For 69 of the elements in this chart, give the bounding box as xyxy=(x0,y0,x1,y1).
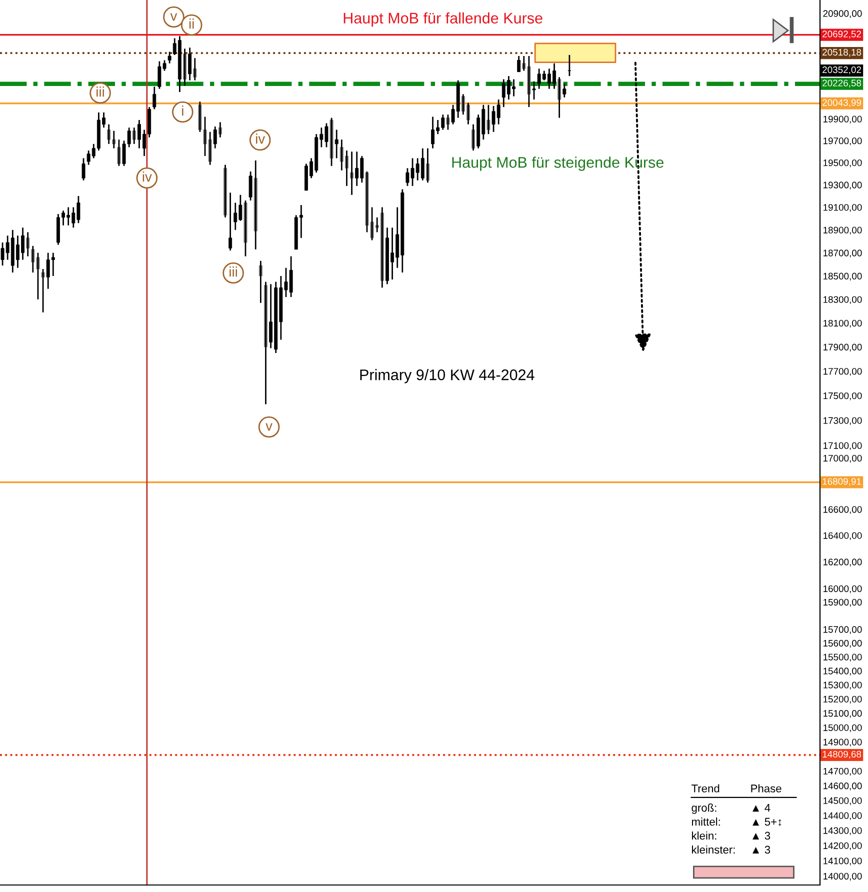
y-tick-label: 17500,00 xyxy=(824,392,862,400)
candlestick xyxy=(568,54,572,77)
y-tick-label: 15200,00 xyxy=(824,696,862,704)
y-tick-label: 16000,00 xyxy=(824,585,862,594)
y-tick-label: 18900,00 xyxy=(824,226,862,235)
y-tick-label: 17700,00 xyxy=(824,368,862,376)
y-tick-label: 14200,00 xyxy=(824,842,862,850)
y-tick-label: 19300,00 xyxy=(824,182,862,190)
annotation: mittel: xyxy=(692,818,720,826)
y-tick-label: 16400,00 xyxy=(824,532,862,540)
y-tick-label: 17900,00 xyxy=(824,344,862,352)
annotation: Trend xyxy=(692,784,720,792)
annotation: Haupt MoB für fallende Kurse xyxy=(344,12,542,27)
annotation: i xyxy=(182,106,184,116)
annotation: Primary 9/10 KW 44-2024 xyxy=(360,369,534,384)
y-tick-label: 18500,00 xyxy=(824,272,862,281)
y-tick-label: 17100,00 xyxy=(824,442,862,450)
y-tick-label: 16600,00 xyxy=(824,506,862,514)
y-tick-label: 15000,00 xyxy=(824,724,862,732)
text: 20352,02 xyxy=(822,66,861,74)
annotation: iii xyxy=(96,86,104,97)
y-tick-label: 19500,00 xyxy=(824,159,862,168)
y-tick-label: 15900,00 xyxy=(824,598,862,607)
y-tick-label: 15500,00 xyxy=(824,654,862,662)
ref-line-label: 14809,68 xyxy=(822,750,862,759)
y-tick-label: 14500,00 xyxy=(824,797,862,806)
y-tick-label: 16200,00 xyxy=(824,558,862,566)
candlestick xyxy=(532,80,536,100)
annotation: iv xyxy=(256,134,266,144)
y-tick-label: 18100,00 xyxy=(824,320,862,328)
y-tick-label: 17000,00 xyxy=(824,454,862,463)
y-tick-label: 14300,00 xyxy=(824,827,862,836)
ref-line-label: 20226,58 xyxy=(822,80,862,88)
y-tick-label: 19700,00 xyxy=(824,137,862,146)
y-tick-label: 19900,00 xyxy=(824,116,862,124)
y-tick-label: 14600,00 xyxy=(824,782,862,790)
annotation: groß: xyxy=(692,804,716,814)
ref-line-label: 20043,99 xyxy=(822,99,862,108)
annotation: kleinster: xyxy=(692,845,735,854)
ref-line-label: 20692,52 xyxy=(822,30,861,38)
annotation: v xyxy=(170,13,178,21)
annotation: iii xyxy=(230,266,237,277)
y-tick-label: 15400,00 xyxy=(824,668,862,676)
y-tick-label: 18300,00 xyxy=(824,296,862,304)
ref-line-label: 16809,91 xyxy=(822,478,862,486)
annotation: Haupt MoB für steigende Kurse xyxy=(452,156,664,171)
y-tick-label: 15100,00 xyxy=(824,710,862,718)
y-tick-label: 14100,00 xyxy=(824,858,862,866)
y-tick-label: 14000,00 xyxy=(824,872,862,881)
y-tick-label: 14400,00 xyxy=(824,812,862,820)
ref-line-label: 20518,18 xyxy=(822,48,862,57)
annotation: ▲ 4 xyxy=(752,804,770,812)
y-tick-label: 20900,00 xyxy=(823,10,862,18)
y-tick-label: 19100,00 xyxy=(824,204,862,212)
y-tick-label: 18700,00 xyxy=(824,250,862,258)
annotation: v xyxy=(266,423,272,431)
y-tick-label: 15300,00 xyxy=(824,682,862,690)
annotation: ▲ 3 xyxy=(752,832,770,840)
annotation: Phase xyxy=(751,784,782,792)
y-tick-label: 15600,00 xyxy=(824,640,862,648)
y-tick-label: 14700,00 xyxy=(824,768,862,776)
annotation: ▲ 3 xyxy=(752,846,770,854)
annotation: ▲ 5+↕ xyxy=(752,818,782,826)
annotation: klein: xyxy=(692,832,716,840)
annotation: ii xyxy=(189,18,194,29)
annotation: iv xyxy=(142,172,152,182)
y-tick-label: 17300,00 xyxy=(824,417,862,425)
y-tick-label: 14900,00 xyxy=(824,738,862,747)
y-tick-label: 15700,00 xyxy=(824,626,862,634)
